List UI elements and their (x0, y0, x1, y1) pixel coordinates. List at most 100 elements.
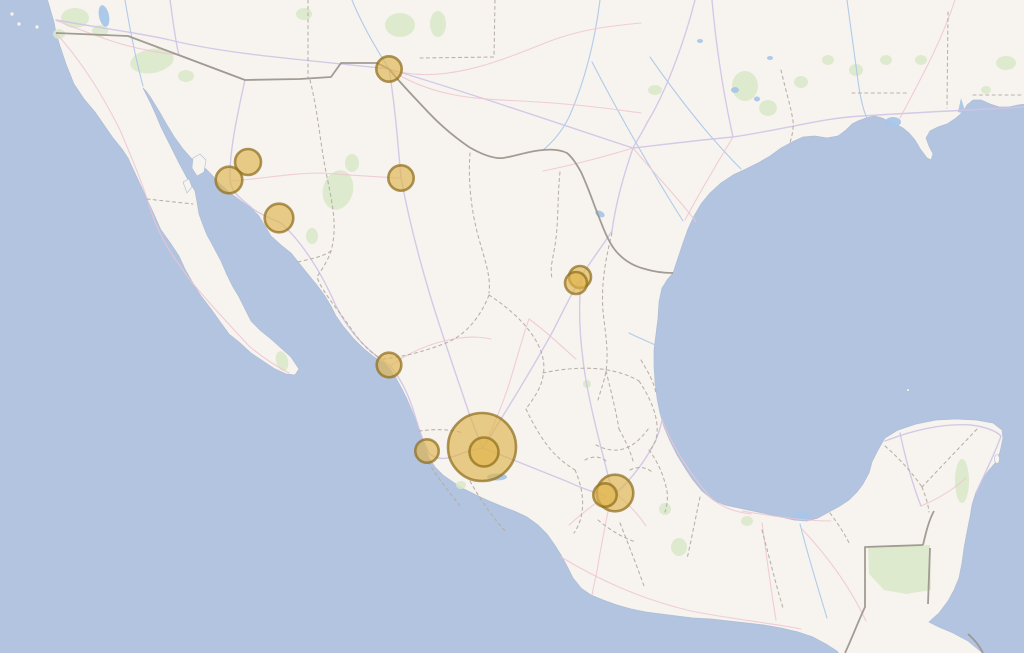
map-bubble-11[interactable] (468, 436, 500, 468)
green-area (456, 481, 466, 489)
river-mississippi (846, 0, 868, 119)
state-border (573, 469, 584, 534)
green-area (915, 55, 927, 65)
guatemala-honduras-border (967, 633, 984, 653)
river-colorado (124, 0, 144, 87)
island (34, 24, 40, 30)
state-border (921, 486, 930, 513)
road (389, 336, 492, 367)
road (528, 318, 577, 360)
road (55, 32, 290, 374)
island-cozumel (994, 454, 1000, 464)
road (388, 68, 1024, 149)
green-area (430, 11, 446, 37)
laguna-de-terminos (791, 512, 811, 520)
state-borders-layer (146, 0, 1024, 609)
rio-grande-border (388, 68, 674, 274)
road (761, 522, 777, 621)
state-border (488, 294, 545, 410)
island (191, 153, 207, 177)
road (801, 528, 867, 622)
state-border (638, 380, 658, 451)
green-area (996, 56, 1016, 70)
road (684, 136, 734, 221)
green-area (659, 503, 671, 515)
island (16, 21, 22, 27)
river-pecos (542, 0, 601, 151)
green-area (981, 86, 991, 94)
state-border (921, 427, 979, 488)
green-area (322, 170, 354, 210)
road (920, 477, 967, 507)
state-border (619, 522, 645, 587)
map-bubble-1[interactable] (374, 54, 403, 83)
lake-pontchartrain (885, 117, 901, 127)
river (628, 332, 660, 348)
state-border (597, 232, 613, 401)
road (611, 0, 696, 232)
state-border (629, 467, 653, 473)
lake (731, 87, 739, 93)
lake (697, 39, 703, 43)
river (649, 56, 742, 170)
map-bubble-7[interactable] (563, 270, 589, 296)
island (182, 178, 193, 194)
road (388, 68, 642, 114)
road (388, 22, 642, 76)
map-bubble-4[interactable] (263, 202, 295, 234)
state-border (309, 79, 382, 360)
bubble-layer (214, 54, 635, 513)
state-border (469, 480, 507, 533)
road (899, 432, 922, 507)
state-border (297, 250, 332, 263)
state-border (597, 519, 637, 543)
mexico-guatemala-border (844, 544, 924, 653)
green-area (306, 228, 318, 244)
green-area (130, 48, 174, 74)
green-area (732, 71, 758, 101)
state-border (542, 367, 640, 382)
state-border (884, 445, 923, 488)
green-area (345, 154, 359, 172)
green-area-guatemala-reserve (868, 545, 931, 594)
country-borders-layer (55, 32, 984, 653)
lake-salton-sea (98, 5, 110, 27)
state-border (550, 171, 561, 279)
state-border (946, 11, 949, 109)
road (711, 0, 734, 138)
state-border (686, 496, 701, 560)
road (542, 147, 634, 172)
map-bubble-5[interactable] (386, 164, 415, 193)
state-border (618, 428, 634, 462)
road (899, 0, 956, 119)
state-border (829, 512, 851, 546)
road (632, 147, 697, 223)
green-area (61, 8, 89, 28)
map-bubble-13[interactable] (591, 481, 618, 508)
green-area (822, 55, 834, 65)
river-usumacinta (799, 523, 828, 619)
map-bubble-9[interactable] (413, 437, 440, 464)
road (741, 510, 832, 522)
green-area (741, 516, 753, 526)
map-bubble-8[interactable] (375, 351, 403, 379)
mexico-belize-border (922, 510, 935, 546)
green-area (759, 100, 777, 116)
road (229, 172, 402, 182)
green-area (648, 85, 662, 95)
island (906, 388, 910, 392)
us-mexico-border (55, 32, 390, 81)
green-area (296, 8, 312, 20)
island (9, 11, 15, 17)
state-border (648, 449, 668, 513)
state-border (640, 359, 657, 394)
road (591, 496, 612, 596)
green-areas-layer (53, 8, 1016, 594)
lake (767, 56, 773, 60)
green-area (275, 351, 289, 371)
map-bubble-3[interactable] (214, 165, 244, 195)
map-bubble-2[interactable] (233, 147, 263, 177)
road (884, 423, 1002, 494)
